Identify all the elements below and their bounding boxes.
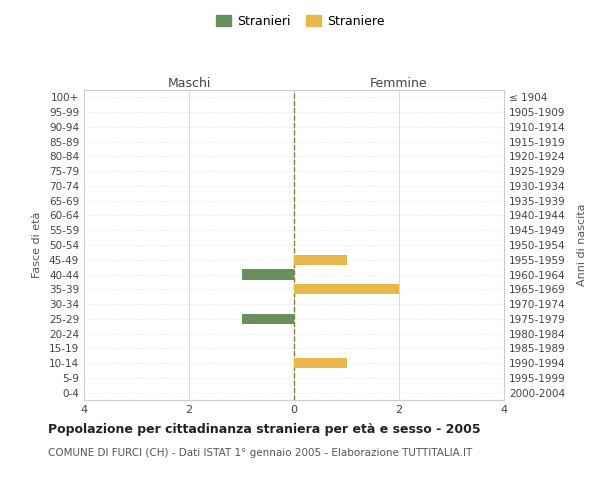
Bar — [241, 314, 294, 324]
Bar — [294, 254, 347, 265]
Text: Popolazione per cittadinanza straniera per età e sesso - 2005: Popolazione per cittadinanza straniera p… — [48, 422, 481, 436]
Text: COMUNE DI FURCI (CH) - Dati ISTAT 1° gennaio 2005 - Elaborazione TUTTITALIA.IT: COMUNE DI FURCI (CH) - Dati ISTAT 1° gen… — [48, 448, 472, 458]
Bar — [294, 284, 399, 294]
Legend: Stranieri, Straniere: Stranieri, Straniere — [212, 11, 388, 32]
Y-axis label: Anni di nascita: Anni di nascita — [577, 204, 587, 286]
Bar — [294, 358, 347, 368]
Y-axis label: Fasce di età: Fasce di età — [32, 212, 42, 278]
Text: Femmine: Femmine — [370, 77, 428, 90]
Bar — [241, 270, 294, 280]
Text: Maschi: Maschi — [167, 77, 211, 90]
